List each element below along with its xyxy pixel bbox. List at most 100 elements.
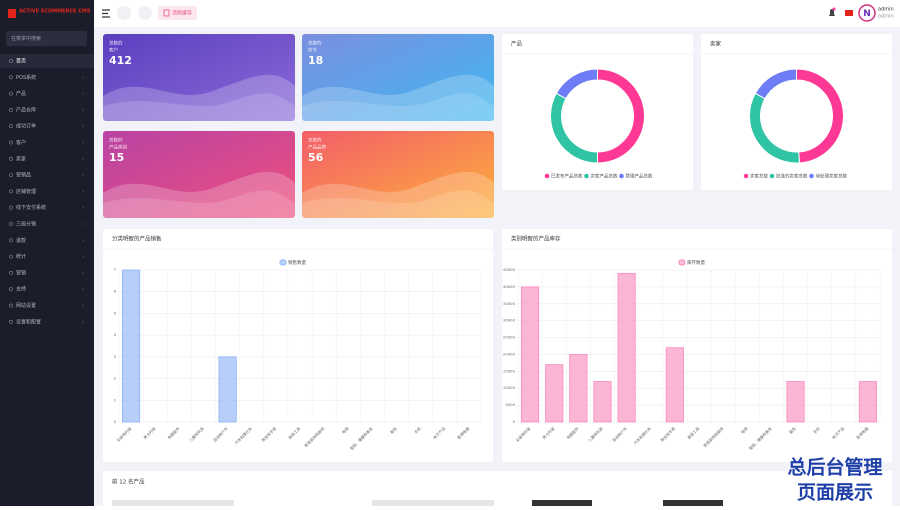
card-wave (302, 93, 494, 121)
menu-item[interactable]: 营销品 (16, 172, 31, 179)
legend-swatch (769, 173, 775, 179)
y-tick-label: 0 (114, 419, 117, 424)
menu-chevron: › (82, 156, 84, 162)
bell[interactable] (829, 9, 835, 16)
avatar-letter: N (863, 9, 871, 19)
y-tick-label: 2 (114, 376, 117, 381)
menu-toggle[interactable] (102, 9, 110, 18)
menu-icon (9, 189, 13, 194)
stat-value: 56 (308, 151, 324, 164)
legend-swatch (743, 173, 749, 179)
y-tick-label: 5000 (505, 402, 515, 407)
menu-item[interactable]: 卖家 (16, 155, 26, 162)
y-tick-label: 7 (114, 267, 117, 272)
bar (218, 356, 237, 423)
card-wave (302, 190, 494, 218)
logo: ACTIVE ECOMMERCE CMS (19, 9, 91, 15)
watermark: 总后台管理 (787, 456, 882, 479)
chart-title: 卖家 (710, 40, 722, 48)
menu-item[interactable]: 三级分销 (16, 221, 36, 228)
legend-label: 批准的卖家总数 (776, 173, 808, 180)
y-tick-label: 5 (114, 310, 117, 315)
icon-button[interactable] (138, 6, 152, 20)
y-tick-label: 4 (114, 332, 117, 337)
donut-segment (754, 68, 797, 100)
bar (569, 354, 588, 423)
y-tick-label: 20000 (503, 351, 516, 356)
y-tick-label: 15000 (503, 368, 516, 373)
menu-item[interactable]: 线下支付系统 (16, 204, 46, 211)
menu-item[interactable]: 产品仓库 (16, 106, 36, 113)
stat-value: 412 (109, 54, 132, 67)
sidebar (0, 0, 94, 506)
y-tick-label: 30000 (503, 318, 516, 323)
menu-chevron: › (82, 287, 84, 293)
menu-chevron: › (82, 189, 84, 195)
user-role: admin (878, 14, 894, 20)
stat-label: 客户 (109, 47, 118, 54)
menu-item[interactable]: 营销 (16, 269, 26, 276)
legend-swatch (809, 173, 814, 179)
x-tick-label: 手机 (413, 426, 422, 435)
bar (121, 269, 141, 423)
card-wave (103, 190, 295, 218)
icon-button[interactable] (117, 6, 131, 20)
menu-chevron: › (82, 270, 84, 276)
top-products-panel (103, 471, 892, 510)
search-box[interactable] (6, 31, 87, 46)
x-tick-label: 鞋包 (788, 426, 797, 435)
stat-card (302, 34, 494, 121)
menu-item[interactable]: 首页 (16, 58, 26, 65)
legend-swatch (619, 173, 624, 179)
stat-caption: 总数的 (109, 137, 123, 144)
menu-item[interactable]: 支持 (16, 286, 26, 293)
menu-chevron: › (82, 91, 84, 97)
menu-item[interactable]: 统计 (16, 253, 26, 260)
menu-item[interactable]: 网站设置 (16, 302, 36, 309)
user-name: admin (878, 7, 894, 13)
logo-icon (8, 9, 16, 18)
y-tick-label: 0 (513, 419, 516, 424)
card-wave (103, 171, 295, 218)
legend-swatch (584, 173, 589, 179)
menu-icon (9, 270, 13, 275)
menu-icon (9, 287, 13, 292)
stat-card (103, 131, 295, 218)
product-image (372, 500, 494, 508)
menu-chevron: › (82, 124, 84, 130)
stat-value: 15 (109, 151, 124, 164)
bar (665, 347, 684, 423)
menu-item[interactable]: 设置和配置 (16, 318, 41, 325)
menu-item[interactable]: 产品 (16, 90, 26, 97)
menu-item[interactable]: 客户 (16, 139, 26, 146)
y-tick-label: 45000 (503, 267, 516, 272)
menu-icon (9, 254, 13, 259)
product-image (532, 500, 592, 508)
topbar (94, 0, 900, 27)
menu-icon (9, 124, 13, 129)
card-wave (103, 74, 295, 121)
menu-item[interactable]: 店铺管理 (16, 188, 36, 195)
search-placeholder: 在菜单中搜索 (11, 35, 41, 42)
product-image (663, 500, 723, 508)
bar (545, 364, 564, 423)
menu-item[interactable]: POS系统 (16, 74, 36, 81)
menu-icon (9, 108, 13, 112)
clear-cache-button[interactable] (158, 6, 197, 20)
flag[interactable] (845, 10, 853, 16)
stat-label: 产品类别 (109, 144, 127, 151)
menu-item[interactable]: 成功订单 (16, 123, 36, 130)
chart-panel (502, 34, 693, 190)
bar (593, 381, 612, 423)
stat-label: 命令 (308, 47, 317, 54)
menu-item[interactable]: 退款 (16, 237, 26, 244)
card-wave (103, 93, 295, 121)
x-tick-label: 鞋包 (389, 426, 398, 435)
menu-icon (9, 91, 13, 96)
stat-caption: 总数的 (308, 137, 322, 144)
avatar[interactable] (858, 4, 876, 22)
product-image (112, 500, 234, 508)
y-tick-label: 3 (114, 354, 117, 359)
y-tick-label: 40000 (503, 284, 516, 289)
